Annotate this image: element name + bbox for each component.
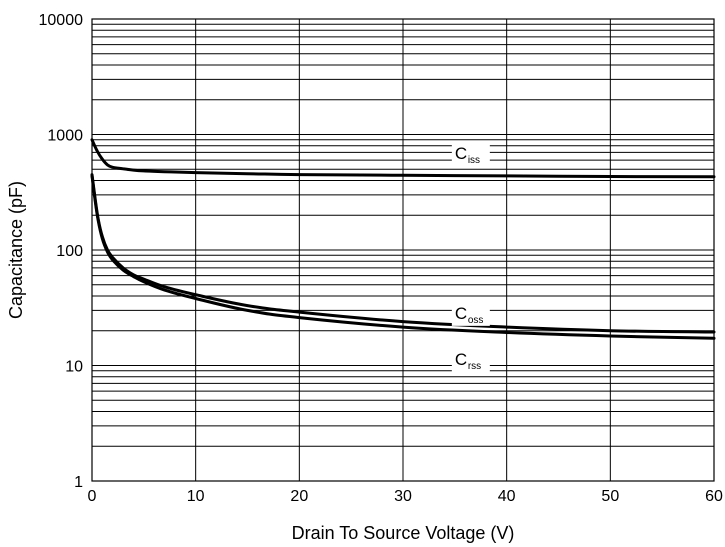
x-tick-label: 20 <box>290 488 308 505</box>
label-background <box>451 141 490 166</box>
x-tick-labels: 0 10 20 30 40 50 60 <box>88 488 723 505</box>
y-tick-labels: 1 10 100 1000 10000 <box>39 12 84 491</box>
label-subscript: iss <box>468 155 480 166</box>
label-main: C <box>455 144 467 163</box>
x-tick-label: 40 <box>498 488 516 505</box>
y-axis-label: Capacitance (pF) <box>6 181 26 319</box>
x-tick-label: 0 <box>88 488 97 505</box>
label-main: C <box>455 350 467 369</box>
label-subscript: rss <box>468 361 481 372</box>
x-axis-label: Drain To Source Voltage (V) <box>292 523 515 543</box>
series-curves <box>90 138 716 340</box>
label-subscript: oss <box>468 315 484 326</box>
x-tick-label: 10 <box>187 488 205 505</box>
y-tick-label: 10000 <box>39 12 84 29</box>
label-background <box>451 301 490 326</box>
y-tick-label: 100 <box>56 243 83 260</box>
grid-lines <box>92 19 714 481</box>
label-background <box>451 347 490 372</box>
label-main: C <box>455 304 467 323</box>
y-tick-label: 10 <box>65 359 83 376</box>
y-tick-label: 1 <box>74 474 83 491</box>
plot-frame <box>91 18 715 482</box>
curve-crss <box>90 174 716 340</box>
x-tick-label: 50 <box>601 488 619 505</box>
y-tick-label: 1000 <box>47 128 83 145</box>
x-tick-label: 60 <box>705 488 723 505</box>
x-tick-label: 30 <box>394 488 412 505</box>
curve-ciss <box>90 138 716 179</box>
